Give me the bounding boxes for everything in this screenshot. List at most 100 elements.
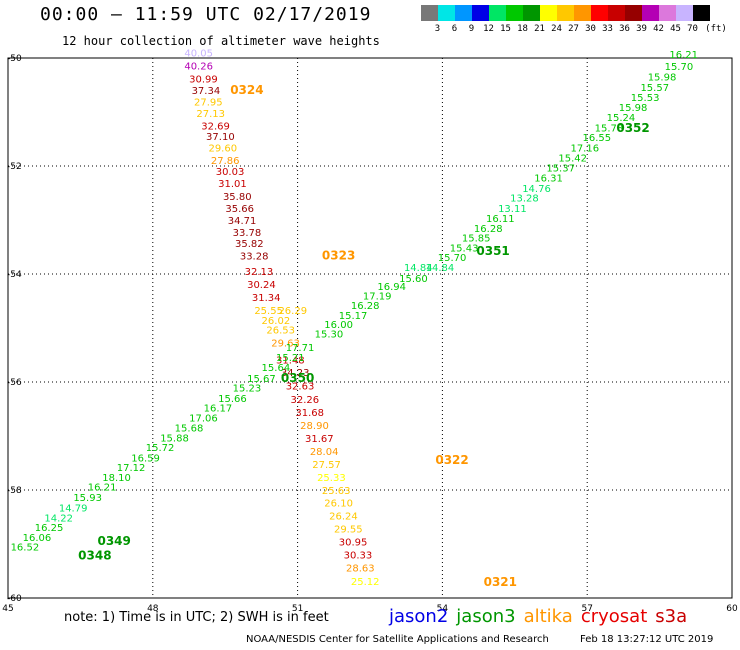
color-scale-label: 6 <box>451 24 458 34</box>
wave-height-label: 15.37 <box>546 163 575 174</box>
color-swatch <box>489 5 506 21</box>
wave-height-label: 15.78 <box>595 123 624 134</box>
color-scale-label: 24 <box>551 24 562 34</box>
wave-height-label: 32.13 <box>245 267 274 278</box>
wave-height-label: 15.70 <box>665 62 694 73</box>
wave-height-label: 15.67 <box>247 374 276 385</box>
wave-height-label: 37.34 <box>192 86 221 97</box>
wave-height-label: 15.66 <box>218 394 247 405</box>
wave-height-label: 13.11 <box>498 204 527 215</box>
color-swatch <box>455 5 472 21</box>
wave-height-label: 14.79 <box>59 504 88 515</box>
color-swatch <box>421 5 438 21</box>
longitude-tick-label: 45 <box>2 604 13 614</box>
wave-height-label: 16.21 <box>669 50 698 61</box>
wave-height-label: 40.05 <box>184 48 213 59</box>
wave-height-label: 14.22 <box>44 513 73 524</box>
wave-height-label: 16.11 <box>486 214 515 225</box>
color-scale-label: 3 <box>434 24 441 34</box>
color-swatch <box>557 5 574 21</box>
wave-height-label: 26.02 <box>262 316 291 327</box>
wave-height-label: 17.16 <box>570 143 599 154</box>
color-scale-label: 33 <box>602 24 613 34</box>
satellite-legend-item: cryosat <box>580 606 648 627</box>
color-scale-label: 12 <box>483 24 494 34</box>
color-scale-label: 21 <box>534 24 545 34</box>
page-title: 00:00 – 11:59 UTC 02/17/2019 <box>40 4 372 25</box>
color-swatch <box>659 5 676 21</box>
pass-id-label: 0351 <box>476 244 509 258</box>
wave-height-label: 31.68 <box>295 408 324 419</box>
color-swatch <box>506 5 523 21</box>
wave-height-label: 15.93 <box>73 493 102 504</box>
color-scale-label: 45 <box>670 24 681 34</box>
wave-height-label: 33.28 <box>240 251 269 262</box>
wave-height-label: 17.71 <box>286 343 315 354</box>
satellite-legend-item: jason2 <box>389 606 449 627</box>
wave-height-label: 16.06 <box>23 533 52 544</box>
color-swatch <box>540 5 557 21</box>
wave-height-label: 25.55 <box>254 306 283 317</box>
color-scale-label: 15 <box>500 24 511 34</box>
wave-height-label: 17.19 <box>363 291 392 302</box>
wave-height-label: 30.24 <box>247 280 276 291</box>
wave-height-label: 15.98 <box>648 73 677 84</box>
pass-id-label: 0352 <box>616 121 649 135</box>
longitude-tick-label: 60 <box>726 604 738 614</box>
wave-height-label: 13.28 <box>510 194 539 205</box>
wave-height-label: 15.70 <box>438 253 467 264</box>
satellite-legend-item: jason3 <box>456 606 516 627</box>
wave-height-label: 16.28 <box>351 301 380 312</box>
satellite-legend: jason2 jason3 altika cryosat s3a <box>389 606 695 627</box>
wave-height-label: 26.29 <box>278 306 307 317</box>
generation-timestamp: Feb 18 13:27:12 UTC 2019 <box>580 634 714 645</box>
wave-height-label: 15.72 <box>146 443 175 454</box>
wave-height-label: 15.42 <box>558 154 587 165</box>
wave-height-label: 15.60 <box>399 274 428 285</box>
wave-height-label: 16.52 <box>11 542 40 553</box>
color-swatch <box>523 5 540 21</box>
latitude-tick-label: -60 <box>7 594 22 604</box>
longitude-tick-label: 54 <box>437 604 449 614</box>
wave-height-label: 16.55 <box>583 133 612 144</box>
color-scale-label: 30 <box>585 24 596 34</box>
wave-height-label: 32.26 <box>291 395 320 406</box>
wave-height-label: 16.17 <box>204 404 233 415</box>
longitude-tick-label: 48 <box>147 604 159 614</box>
wave-height-label: 35.66 <box>225 204 254 215</box>
wave-height-label: 31.67 <box>305 434 334 445</box>
wave-height-label: 14.76 <box>522 184 551 195</box>
wave-height-label: 15.23 <box>233 384 262 395</box>
wave-height-label: 31.34 <box>252 293 281 304</box>
wave-height-label: 29.55 <box>334 525 363 536</box>
wave-height-label: 28.04 <box>310 447 339 458</box>
wave-height-label: 26.53 <box>266 325 295 336</box>
color-swatch <box>438 5 455 21</box>
wave-height-label: 32.69 <box>201 121 230 132</box>
wave-height-label: 17.12 <box>117 463 146 474</box>
wave-height-label: 30.99 <box>189 74 218 85</box>
wave-height-label: 25.33 <box>317 473 346 484</box>
pass-id-label: 0349 <box>97 534 130 548</box>
wave-height-label: 30.95 <box>339 538 368 549</box>
wave-height-label: 35.82 <box>235 239 264 250</box>
wave-height-label: 16.28 <box>474 224 503 235</box>
page-subtitle: 12 hour collection of altimeter wave hei… <box>62 34 380 48</box>
wave-height-label: 14.84 <box>404 263 433 274</box>
pass-id-label: 0322 <box>435 453 468 467</box>
wave-height-label: 15.68 <box>175 424 204 435</box>
color-swatch <box>693 5 710 21</box>
wave-height-label: 34.23 <box>281 368 310 379</box>
wave-height-label: 27.86 <box>211 156 240 167</box>
plot-frame <box>7 57 733 599</box>
pass-id-label: 0321 <box>484 575 517 589</box>
latitude-tick-label: -52 <box>7 162 22 172</box>
wave-height-label: 29.60 <box>208 143 237 154</box>
wave-height-label: 16.94 <box>377 282 406 293</box>
wave-height-label: 28.63 <box>346 564 375 575</box>
wave-height-label: 28.90 <box>300 421 329 432</box>
wave-height-label: 33.78 <box>233 228 262 239</box>
footer-note: note: 1) Time is in UTC; 2) SWH is in fe… <box>64 610 329 625</box>
wave-height-label: 32.63 <box>286 382 315 393</box>
